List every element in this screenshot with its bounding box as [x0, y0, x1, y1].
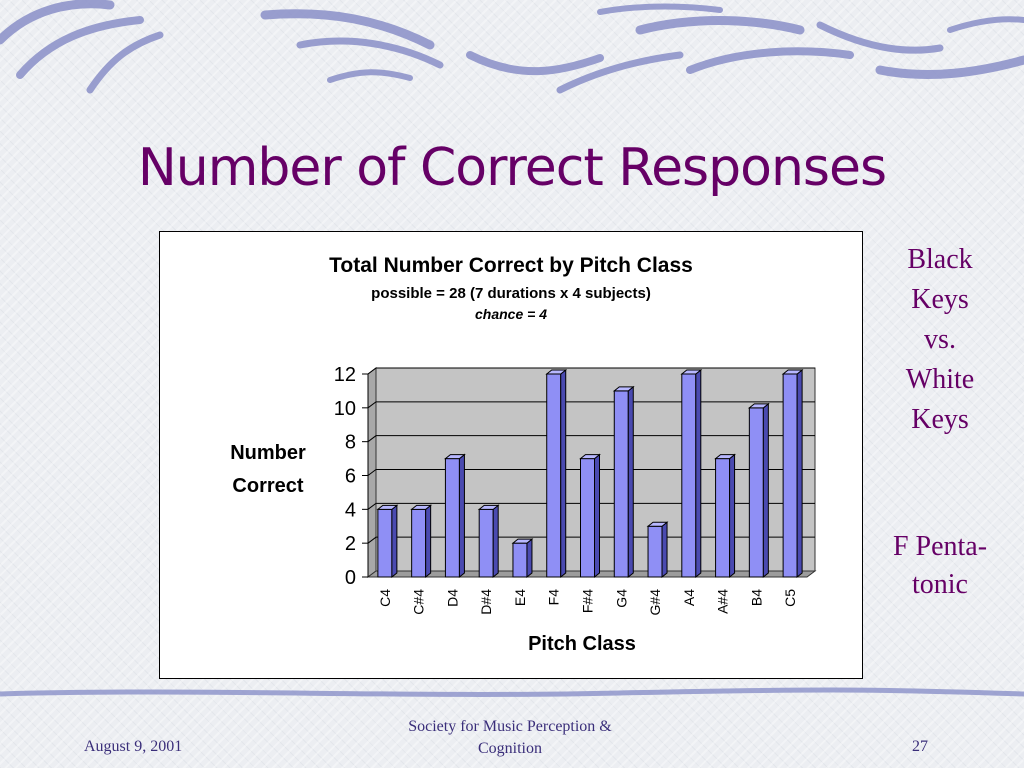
bar-top — [443, 454, 466, 460]
footer-organization: Society for Music Perception & Cognition — [408, 718, 612, 757]
x-tick-label: C#4 — [411, 589, 427, 615]
gridline — [367, 536, 815, 544]
x-tick-label: G4 — [613, 589, 629, 608]
bar-side — [627, 385, 634, 579]
bar-side — [729, 453, 736, 579]
bar — [647, 525, 663, 578]
bar-side — [560, 368, 567, 579]
bar — [715, 458, 731, 578]
y-tick-label: 8 — [345, 432, 356, 454]
y-axis-label: Number Correct — [230, 442, 306, 497]
x-tick-label: A4 — [681, 589, 697, 606]
x-axis-label: Pitch Class — [528, 633, 636, 655]
gridline — [367, 435, 815, 443]
x-tick-label: D4 — [444, 589, 460, 607]
x-tick-label: F4 — [546, 589, 562, 606]
x-tick-label: C4 — [377, 589, 393, 607]
chart-note: chance = 4 — [475, 306, 547, 322]
y-tick-label: 12 — [334, 364, 356, 386]
x-tick-label: A#4 — [715, 589, 731, 614]
y-tick-label: 4 — [345, 499, 356, 521]
bar — [512, 542, 528, 578]
bar-top — [477, 504, 500, 510]
x-tick-label: B4 — [748, 589, 764, 606]
bar-top — [781, 369, 804, 375]
bar-side — [796, 368, 803, 579]
chart-panel: Total Number Correct by Pitch Class poss… — [159, 231, 863, 679]
bar-top — [612, 386, 635, 392]
slide-title: Number of Correct Responses — [137, 138, 887, 198]
x-tick-label: F#4 — [580, 589, 596, 613]
y-tick-label: 10 — [334, 398, 356, 420]
top-swoosh-decoration — [0, 0, 1024, 94]
gridline — [367, 367, 815, 375]
bar — [546, 373, 562, 578]
bar-side — [661, 521, 668, 579]
bar-top — [680, 369, 703, 375]
bar-top — [747, 403, 770, 409]
bar-chart: Total Number Correct by Pitch Class poss… — [230, 254, 817, 655]
bar — [681, 373, 697, 578]
x-tick-label: D#4 — [478, 589, 494, 615]
bar — [444, 458, 460, 578]
bar — [613, 390, 629, 578]
chart-subtitle: possible = 28 (7 durations x 4 subjects) — [371, 285, 651, 302]
y-tick-label: 2 — [345, 533, 356, 555]
bottom-divider — [0, 687, 1024, 697]
bar-side — [762, 402, 769, 579]
gridline — [367, 401, 815, 409]
bar-side — [526, 538, 533, 579]
bar — [580, 458, 595, 578]
bar-side — [695, 368, 702, 579]
bar-top — [376, 504, 399, 510]
bar-top — [579, 454, 601, 460]
x-tick-label: E4 — [512, 589, 528, 606]
bar — [478, 508, 494, 578]
bar — [748, 407, 764, 578]
side-note-black-white-keys: Black Keys vs. White Keys — [905, 244, 975, 435]
y-tick-label: 0 — [345, 567, 356, 589]
bar-top — [646, 521, 669, 527]
bar-top — [511, 538, 534, 544]
footer-page-number: 27 — [912, 738, 928, 755]
x-tick-label: C5 — [782, 589, 798, 607]
y-tick-label: 6 — [345, 466, 356, 488]
bar-side — [492, 504, 499, 579]
bar — [377, 508, 393, 578]
bar-side — [425, 504, 432, 579]
bar-top — [410, 504, 433, 510]
gridline — [367, 469, 815, 476]
bar — [782, 373, 798, 578]
side-note-f-pentatonic: F Penta- tonic — [892, 531, 988, 600]
gridline — [367, 502, 815, 510]
bar-side — [594, 453, 600, 579]
chart-title: Total Number Correct by Pitch Class — [329, 254, 693, 277]
bar-side — [458, 453, 465, 579]
bar-top — [714, 454, 737, 460]
bar — [411, 508, 427, 578]
bar-side — [391, 504, 398, 579]
x-tick-label: G#4 — [647, 589, 663, 616]
footer-date: August 9, 2001 — [84, 738, 183, 755]
bar-top — [545, 369, 568, 375]
